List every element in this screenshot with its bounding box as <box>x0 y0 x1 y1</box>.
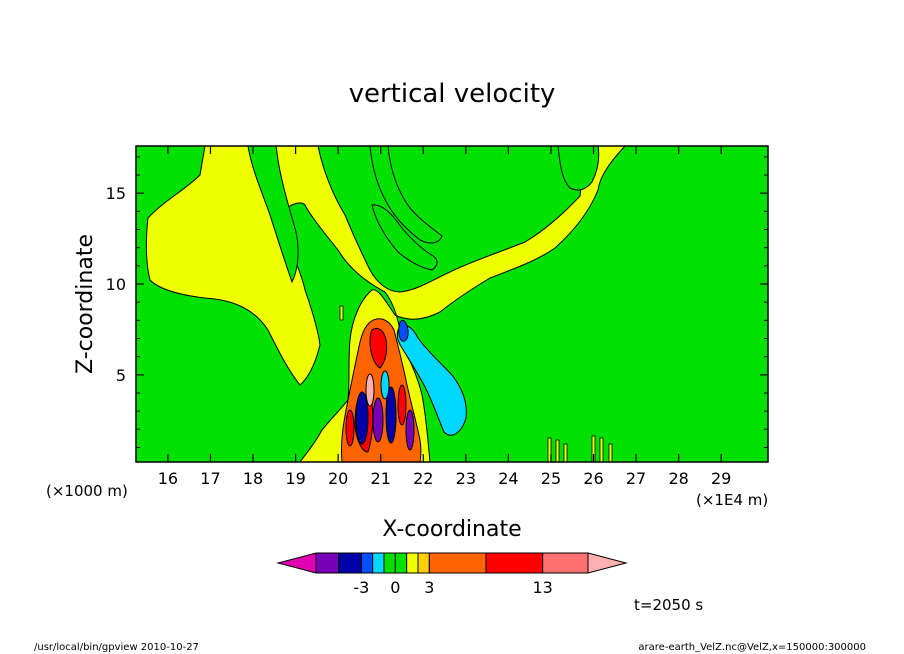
cell-7 <box>345 409 355 447</box>
speck-2 <box>555 439 560 462</box>
cell-2 <box>372 397 384 443</box>
cell-8 <box>405 409 415 451</box>
cell-3 <box>385 386 397 444</box>
speck-1 <box>547 437 552 462</box>
time-label: t=2050 s <box>634 596 703 614</box>
colorbar-segment <box>315 552 340 574</box>
x-tick-label: 22 <box>413 469 433 488</box>
x-tick-label: 20 <box>328 469 348 488</box>
x-tick-label: 25 <box>541 469 561 488</box>
footer-left: /usr/local/bin/gpview 2010-10-27 <box>34 642 199 653</box>
x-tick-label: 28 <box>668 469 688 488</box>
x-tick-label: 29 <box>711 469 731 488</box>
x-tick-label: 24 <box>498 469 518 488</box>
cell-6 <box>380 370 390 400</box>
green-tongue-center <box>369 146 443 244</box>
colorbar-label: 0 <box>390 578 400 597</box>
speck-3 <box>563 443 568 462</box>
cell-5 <box>365 373 375 407</box>
x-tick-label: 21 <box>371 469 391 488</box>
colorbar-segment <box>372 552 385 574</box>
y-axis-ticks: 5 10 15 <box>106 156 768 448</box>
blue-downdraft-core <box>398 319 409 342</box>
x-tick-label: 19 <box>285 469 305 488</box>
colorbar-high-arrow <box>587 552 628 574</box>
x-tick-label: 17 <box>200 469 220 488</box>
green-tongue-lower <box>371 204 438 271</box>
footer-right: arare-earth_VelZ.nc@VelZ,x=150000:300000 <box>638 642 866 653</box>
colorbar-segment <box>417 552 430 574</box>
colorbar-segment <box>383 552 396 574</box>
colorbar-label: 13 <box>532 578 552 597</box>
cell-1 <box>355 391 369 445</box>
y-tick-label: 5 <box>116 366 126 385</box>
yellow-plume-region <box>145 146 626 462</box>
colorbar-segment <box>542 552 589 574</box>
cyan-downdraft-region <box>396 325 467 436</box>
x-axis-ticks: 16 17 18 19 20 21 22 23 24 25 26 27 28 29 <box>158 146 731 488</box>
x-tick-label: 23 <box>456 469 476 488</box>
y-axis-label: Z-coordinate <box>73 234 98 374</box>
colorbar-segment <box>394 552 408 574</box>
colorbar-label: -3 <box>353 578 369 597</box>
contour-field <box>136 146 768 462</box>
y-tick-label: 15 <box>106 184 126 203</box>
x-unit-right: (×1E4 m) <box>696 491 768 509</box>
colorbar-segment <box>360 552 374 574</box>
colorbar-label: 3 <box>424 578 434 597</box>
speck-6 <box>608 443 613 462</box>
x-tick-label: 26 <box>583 469 603 488</box>
colorbar-low-arrow <box>276 552 317 574</box>
plot-frame <box>135 145 769 463</box>
x-tick-label: 18 <box>243 469 263 488</box>
y-tick-label: 10 <box>106 275 126 294</box>
x-tick-label: 16 <box>158 469 178 488</box>
colorbar-segment <box>428 552 487 574</box>
x-axis-label: X-coordinate <box>382 517 521 542</box>
colorbar-segment <box>338 552 362 574</box>
speck-4 <box>591 435 596 462</box>
cell-4 <box>397 384 407 426</box>
green-tongue-upper <box>247 146 299 284</box>
colorbar-segment <box>406 552 419 574</box>
red-updraft-core <box>369 327 388 369</box>
x-unit-left: (×1000 m) <box>46 482 128 500</box>
colorbar-segment <box>485 552 544 574</box>
green-upper-right-notch <box>557 146 600 191</box>
x-tick-label: 27 <box>626 469 646 488</box>
colorbar: -3 0 3 13 <box>276 552 628 597</box>
speck-7 <box>339 305 344 321</box>
chart-title: vertical velocity <box>349 79 556 109</box>
speck-5 <box>599 437 604 462</box>
